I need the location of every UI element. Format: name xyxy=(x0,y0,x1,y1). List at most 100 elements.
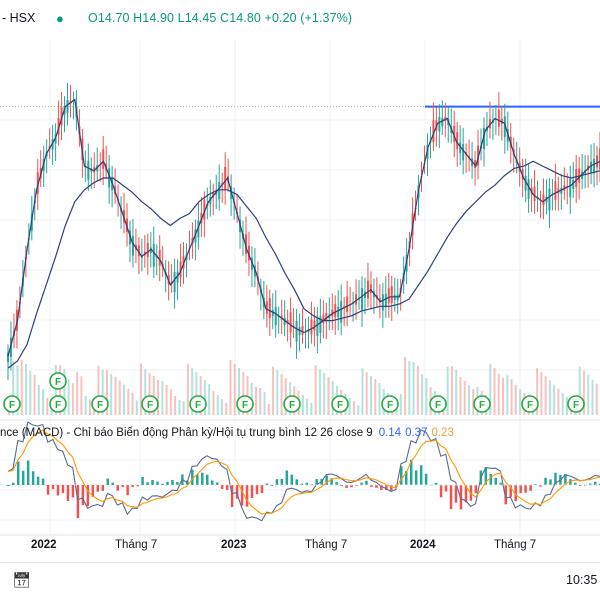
macd-histogram-bar xyxy=(46,485,50,495)
candle-body xyxy=(203,199,206,220)
volume-bar xyxy=(199,376,202,415)
macd-histogram-bar xyxy=(375,485,378,488)
volume-bar xyxy=(259,388,262,415)
macd-histogram-bar xyxy=(529,485,532,491)
volume-bar xyxy=(63,369,66,415)
candle-body xyxy=(158,249,161,266)
volume-bar xyxy=(169,389,172,415)
volume-bar xyxy=(352,401,355,415)
candle-body xyxy=(36,172,39,194)
volume-bar xyxy=(76,372,79,415)
volume-bar xyxy=(203,380,206,415)
candle-body xyxy=(369,284,372,294)
macd-histogram-bar xyxy=(76,485,80,519)
macd-histogram-bar xyxy=(21,470,25,485)
volume-bar xyxy=(514,385,517,415)
macd-histogram-bar xyxy=(365,480,368,485)
macd-histogram-bar xyxy=(574,482,577,485)
volume-bar xyxy=(557,388,560,415)
macd-histogram-bar xyxy=(111,482,114,485)
macd-histogram-bar xyxy=(141,477,144,485)
candle-body xyxy=(346,296,349,313)
volume-bar xyxy=(540,372,543,415)
histogram-value: 0.23 xyxy=(431,427,454,439)
macd-histogram-bar xyxy=(305,482,308,485)
candle-body xyxy=(548,188,551,211)
candle-body xyxy=(146,243,149,258)
x-tick-thang7-2024: Tháng 7 xyxy=(494,539,537,551)
volume-bar xyxy=(446,366,449,415)
macd-histogram-bar xyxy=(494,477,498,485)
candle-body xyxy=(152,243,155,267)
macd-histogram-bar xyxy=(499,482,503,485)
volume-bar xyxy=(46,397,49,415)
macd-histogram-bar xyxy=(131,485,134,488)
x-tick-2022: 2022 xyxy=(31,539,57,551)
macd-histogram-bar xyxy=(136,485,139,487)
volume-bar xyxy=(591,379,594,415)
macd-histogram-bar xyxy=(7,485,10,486)
event-marker-f-icon xyxy=(91,395,109,413)
candle-body xyxy=(325,312,328,322)
symbol-label[interactable]: - HSX xyxy=(2,11,36,25)
macd-histogram-bar xyxy=(414,470,418,485)
volume-bar xyxy=(489,364,492,415)
volume-bar xyxy=(374,379,377,415)
macd-histogram-bar xyxy=(116,485,119,491)
macd-histogram-bar xyxy=(589,483,592,485)
candle-body xyxy=(503,116,506,138)
volume-bar xyxy=(510,379,513,415)
macd-histogram-bar xyxy=(280,478,284,485)
volume-bar xyxy=(148,373,151,415)
volume-bar xyxy=(506,375,509,415)
chart-header: - HSX ● O14.70 H14.90 L14.45 C14.80 +0.2… xyxy=(0,0,600,36)
macd-histogram-bar xyxy=(569,478,572,485)
macd-histogram-bar xyxy=(400,466,403,485)
macd-legend-text: nce (MACD) - Chỉ báo Biến động Phân kỳ/H… xyxy=(0,427,373,439)
volume-bar xyxy=(152,376,155,415)
candle-body xyxy=(283,317,286,325)
macd-histogram-bar xyxy=(191,469,194,485)
volume-bar xyxy=(561,392,564,415)
macd-histogram-bar xyxy=(549,479,552,485)
volume-bar xyxy=(182,401,185,415)
macd-histogram-bar xyxy=(474,485,478,494)
event-marker-f-icon xyxy=(49,372,67,390)
macd-legend[interactable]: nce (MACD) - Chỉ báo Biến động Phân kỳ/H… xyxy=(0,427,454,439)
volume-bar xyxy=(161,381,164,415)
calendar-goto-icon[interactable]: 📅︎ xyxy=(12,572,32,589)
x-tick-thang7-2023: Tháng 7 xyxy=(305,539,348,551)
macd-histogram-bar xyxy=(101,485,105,491)
candle-body xyxy=(271,309,274,317)
ohlc-readout: O14.70 H14.90 L14.45 C14.80 +0.20 (+1.37… xyxy=(88,11,353,25)
macd-histogram-bar xyxy=(106,478,109,485)
macd-histogram-bar xyxy=(325,475,328,485)
event-marker-label: F xyxy=(147,400,153,411)
macd-histogram-bar xyxy=(121,485,124,488)
volume-bar xyxy=(20,360,23,415)
volume-bar xyxy=(331,381,334,415)
macd-histogram-bar xyxy=(41,478,45,485)
volume-bar xyxy=(54,364,57,415)
candle-body xyxy=(137,245,140,257)
candle-body xyxy=(176,271,179,283)
candle-body xyxy=(390,286,393,304)
candle-body xyxy=(381,294,384,311)
macd-histogram-bar xyxy=(26,460,30,485)
volume-bar xyxy=(459,377,462,415)
candle-body xyxy=(301,326,304,336)
volume-bar xyxy=(587,374,590,415)
candle-body xyxy=(274,306,277,326)
candle-body xyxy=(366,280,369,299)
macd-histogram-bar xyxy=(390,485,393,491)
macd-histogram-bar xyxy=(220,485,224,489)
macd-histogram-bar xyxy=(509,485,512,497)
volume-bar xyxy=(97,365,100,415)
macd-histogram-bar xyxy=(524,485,527,493)
event-marker-f-icon xyxy=(429,395,447,413)
volume-bar xyxy=(118,380,121,415)
volume-bar xyxy=(301,394,304,415)
macd-histogram-bar xyxy=(56,485,60,496)
signal-value: 0.37 xyxy=(405,427,428,439)
